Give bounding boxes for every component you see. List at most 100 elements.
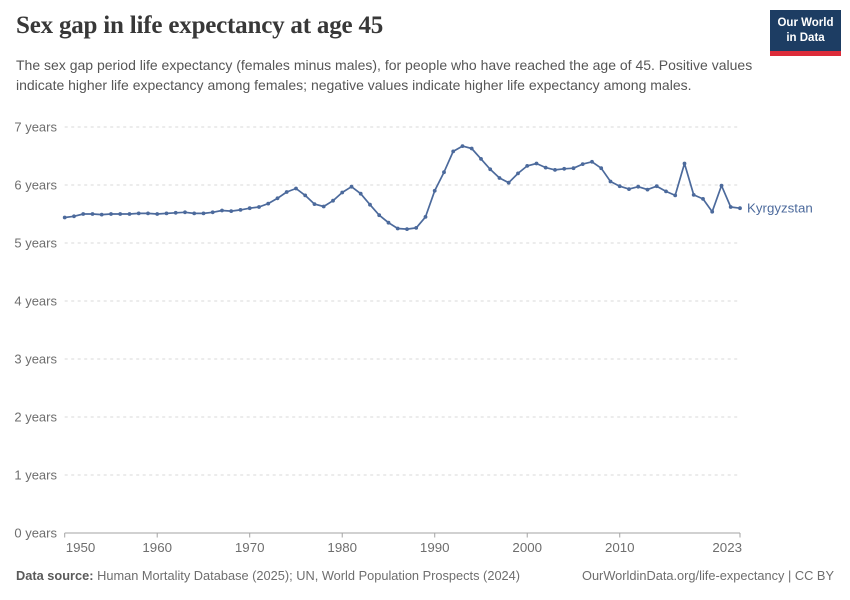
data-point [664, 189, 668, 194]
data-point [516, 171, 520, 176]
y-axis-tick-label: 1 years [14, 468, 57, 483]
data-point [173, 210, 178, 215]
series-end-label: Kyrgyzstan [747, 201, 813, 216]
y-axis-tick-label: 0 years [14, 526, 57, 541]
data-point [340, 190, 345, 195]
data-point [645, 187, 650, 192]
owid-logo-line2: in Data [786, 31, 825, 44]
data-source-label: Data source: [16, 568, 94, 583]
data-point [99, 212, 104, 217]
x-axis-tick-label: 1990 [420, 540, 450, 555]
data-point [691, 193, 696, 197]
data-point [710, 209, 715, 214]
data-point [220, 208, 224, 213]
data-point [617, 184, 622, 189]
data-source-value: Human Mortality Database (2025); UN, Wor… [93, 568, 521, 583]
data-point [238, 208, 243, 212]
data-point [118, 212, 123, 216]
data-point [294, 186, 298, 191]
y-axis-tick-label: 3 years [14, 352, 57, 367]
data-source-note: Data source: Human Mortality Database (2… [16, 568, 520, 583]
x-axis-tick-label: 2023 [712, 540, 742, 555]
data-point [331, 198, 335, 203]
page-title: Sex gap in life expectancy at age 45 [16, 12, 384, 39]
data-point [497, 176, 502, 180]
data-point [155, 212, 160, 216]
data-point [146, 211, 150, 216]
data-point [525, 164, 530, 168]
data-point [395, 226, 400, 231]
data-point [183, 210, 187, 215]
y-axis-tick-label: 5 years [14, 236, 57, 251]
data-point [62, 215, 67, 220]
chart-footer: Data source: Human Mortality Database (2… [16, 568, 834, 583]
x-axis-tick-label: 1960 [142, 540, 172, 555]
data-point [312, 202, 317, 207]
data-point [728, 205, 733, 209]
x-axis-tick-label: 2000 [512, 540, 542, 555]
data-point [303, 193, 308, 198]
data-point [488, 167, 493, 172]
data-point [72, 214, 76, 219]
y-axis-tick-label: 4 years [14, 294, 57, 309]
data-point [673, 193, 678, 198]
owid-logo-line1: Our World [777, 17, 834, 29]
data-point [543, 165, 548, 170]
data-point [127, 212, 132, 216]
data-point [627, 187, 631, 192]
data-point [719, 183, 724, 188]
data-point [405, 227, 409, 232]
data-point [590, 159, 594, 164]
data-point [460, 144, 465, 149]
data-point [81, 212, 86, 216]
data-point [469, 146, 474, 151]
data-point [229, 209, 234, 214]
data-point [580, 162, 585, 167]
data-point [247, 206, 252, 211]
data-point [109, 212, 113, 216]
data-point [358, 191, 363, 196]
data-point [284, 190, 289, 194]
data-point [571, 166, 576, 171]
footer-license-link[interactable]: OurWorldinData.org/life-expectancy | CC … [581, 568, 834, 583]
y-axis-tick-label: 2 years [14, 410, 57, 425]
data-point [266, 201, 271, 206]
data-point [164, 211, 169, 216]
data-point [442, 170, 446, 175]
data-point [682, 161, 687, 166]
data-point [349, 184, 354, 189]
data-point [479, 157, 483, 161]
data-point [386, 220, 391, 225]
data-point [423, 215, 428, 219]
data-point [201, 211, 206, 216]
data-point [534, 161, 539, 166]
chart-subtitle: The sex gap period life expectancy (fema… [16, 57, 753, 94]
y-axis-tick-label: 6 years [14, 178, 57, 193]
data-point [506, 180, 511, 185]
data-point [636, 184, 641, 189]
data-point [451, 149, 456, 154]
x-axis-tick-label: 1980 [327, 540, 357, 555]
data-point [654, 184, 659, 189]
owid-logo[interactable]: Our World in Data [770, 10, 841, 56]
data-point [210, 210, 215, 215]
data-point [321, 204, 326, 209]
data-point [368, 202, 372, 207]
data-point [192, 211, 197, 216]
data-point [599, 166, 604, 171]
data-point [275, 196, 280, 201]
x-axis-tick-label: 2010 [605, 540, 635, 555]
data-point [377, 213, 382, 218]
y-axis-tick-label: 7 years [14, 120, 57, 135]
data-point [608, 179, 613, 184]
data-point [90, 212, 95, 216]
data-point [432, 188, 437, 193]
data-point [136, 211, 141, 216]
data-point [553, 168, 557, 172]
x-axis-tick-label: 1950 [66, 540, 96, 555]
data-point [414, 226, 419, 230]
data-point [257, 205, 261, 209]
data-point [701, 197, 705, 201]
